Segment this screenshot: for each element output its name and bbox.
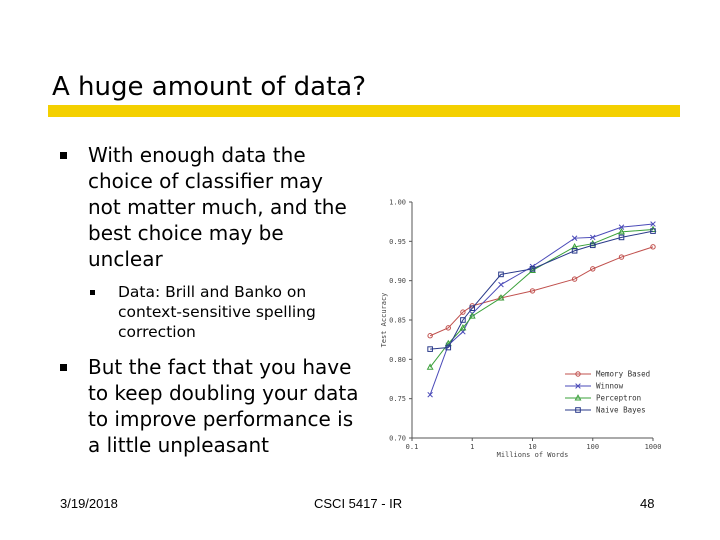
data-point [445, 325, 451, 331]
footer-page-number: 48 [640, 496, 655, 511]
data-point [497, 294, 505, 301]
data-point [571, 235, 578, 241]
data-point [427, 333, 433, 339]
data-point [589, 242, 596, 249]
data-point [650, 228, 656, 234]
series-line [429, 223, 654, 395]
data-point [650, 221, 656, 227]
data-point [529, 266, 536, 272]
footer-course: CSCI 5417 - IR [314, 496, 403, 511]
y-tick-label: 0.95 [389, 238, 406, 246]
data-point [575, 371, 581, 377]
data-point [426, 363, 434, 370]
x-axis-label: Millions of Words [497, 451, 569, 459]
data-point [574, 394, 582, 401]
data-point [445, 344, 452, 351]
series-line [430, 230, 654, 350]
data-point [498, 271, 504, 278]
data-point [460, 317, 466, 323]
data-point [618, 228, 625, 235]
legend-label: Winnow [596, 382, 624, 391]
data-point [650, 244, 656, 250]
bullet-item: With enough data the choice of classifie… [60, 142, 360, 272]
bullet-text: With enough data the choice of classifie… [88, 143, 347, 271]
data-point [589, 234, 596, 241]
data-point [469, 305, 476, 312]
data-point [575, 407, 581, 413]
accuracy-chart: 0.70 0.75 0.80 0.85 0.90 0.95 1.00 0.1 1 10 100 100… [380, 199, 662, 460]
data-point [460, 309, 466, 315]
bullet-list: With enough data the choice of classifie… [60, 142, 360, 458]
data-point [571, 276, 578, 282]
y-tick-label: 1.00 [389, 199, 406, 207]
legend-label: Perceptron [596, 394, 641, 403]
y-axis-label: Test Accuracy [380, 293, 388, 348]
data-point [459, 324, 467, 331]
series-line [429, 229, 654, 368]
data-point [529, 266, 536, 273]
data-point [427, 346, 433, 352]
title-underline [48, 105, 680, 117]
footer-date: 3/19/2018 [60, 496, 118, 511]
y-tick-label: 0.75 [389, 395, 406, 403]
data-point [427, 391, 433, 398]
data-point [529, 288, 536, 294]
data-point [590, 266, 596, 272]
y-tick-label: 0.85 [389, 317, 406, 325]
sub-bullet-item: Data: Brill and Banko on context-sensiti… [60, 282, 360, 342]
x-tick-label: 100 [586, 443, 599, 451]
square-bullet-icon [60, 152, 67, 159]
bullet-text: But the fact that you have to keep doubl… [88, 355, 359, 457]
series-line [429, 246, 654, 337]
legend-label: Naive Bayes [596, 406, 646, 415]
data-point [571, 247, 578, 254]
x-tick-label: 1000 [645, 443, 662, 451]
data-point [618, 234, 625, 241]
x-tick-label: 1 [470, 443, 474, 451]
x-tick-label: 10 [528, 443, 536, 451]
sub-bullet-text: Data: Brill and Banko on context-sensiti… [118, 283, 316, 341]
data-point [498, 281, 504, 288]
y-tick-label: 0.80 [389, 356, 406, 364]
data-point [618, 254, 625, 260]
y-tick-label: 0.70 [389, 435, 406, 443]
x-tick-label: 0.1 [406, 443, 419, 451]
legend-label: Memory Based [596, 370, 650, 379]
data-point [575, 383, 581, 389]
data-point [468, 312, 476, 319]
bullet-item: But the fact that you have to keep doubl… [60, 354, 360, 458]
slide-title: A huge amount of data? [52, 72, 367, 102]
y-tick-label: 0.90 [389, 277, 406, 285]
square-bullet-icon [90, 290, 95, 295]
square-bullet-icon [60, 364, 67, 371]
data-point [618, 224, 625, 230]
